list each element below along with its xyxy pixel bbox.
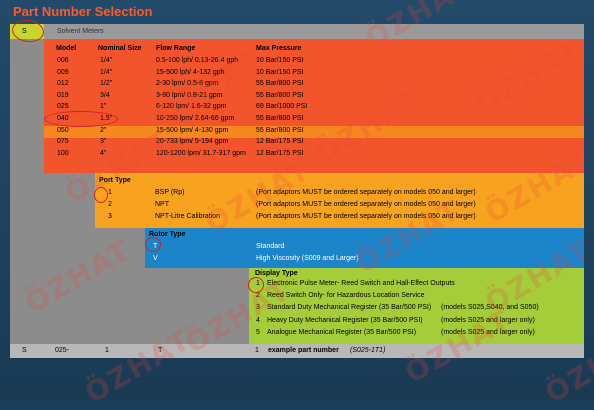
page-title: Part Number Selection xyxy=(13,4,153,19)
rotor-name: High Viscosity (S009 and Larger) xyxy=(256,255,359,262)
model-pressure: 10 Bar/150 PSI xyxy=(256,57,304,64)
model-code: 025 xyxy=(57,103,69,111)
model-pressure: 69 Bar/1000 PSI xyxy=(256,103,308,111)
example-text: example part number xyxy=(268,347,339,354)
size-header: Nominal Size xyxy=(98,45,142,52)
display-code: 3 xyxy=(256,304,260,312)
grey-column-model xyxy=(44,173,95,344)
port-header: Port Type xyxy=(99,177,131,184)
flow-header: Flow Range xyxy=(156,45,196,52)
pressure-header: Max Pressure xyxy=(256,45,302,52)
display-name: Reed Switch Only- for Hazardous Location… xyxy=(267,292,425,300)
model-flow: 15-500 lpm/ 4-130 gpm xyxy=(156,126,229,134)
port-note: (Port adaptors MUST be ordered separatel… xyxy=(256,213,476,220)
port-note: (Port adaptors MUST be ordered separatel… xyxy=(256,201,476,208)
model-size: 2" xyxy=(100,126,107,134)
grey-column-s xyxy=(10,39,44,344)
series-code-cell: S xyxy=(10,24,44,39)
display-code: 4 xyxy=(256,316,260,324)
model-code: 006 xyxy=(57,57,69,64)
model-pressure: 55 Bar/800 PSI xyxy=(256,80,304,88)
model-flow: 15-500 lph/ 4-132 gph xyxy=(156,68,225,76)
model-header: Model xyxy=(56,45,77,52)
model-code: 019 xyxy=(57,91,69,99)
example-port: 1 xyxy=(105,347,109,354)
model-pressure: 12 Bar/175 PSI xyxy=(256,138,304,146)
circle-display-1 xyxy=(248,277,264,293)
series-code: S xyxy=(22,28,27,35)
model-code: 075 xyxy=(57,138,69,146)
display-name: Electronic Pulse Meter- Reed Switch and … xyxy=(267,280,455,287)
model-size: 1/4" xyxy=(100,57,113,64)
model-size: 3" xyxy=(100,138,107,146)
model-size: 1" xyxy=(100,103,107,111)
example-model: 025- xyxy=(55,347,70,354)
model-size: 1/4" xyxy=(100,68,113,76)
display-header: Display Type xyxy=(255,270,298,277)
circle-port-1 xyxy=(94,187,108,203)
model-code: 012 xyxy=(57,80,69,88)
rotor-name: Standard xyxy=(256,243,285,250)
port-name: NPT xyxy=(155,201,169,208)
model-code: 050 xyxy=(57,126,69,134)
display-name: Standard Duty Mechanical Register (35 Ba… xyxy=(267,304,432,312)
model-pressure: 10 Bar/150 PSI xyxy=(256,68,304,76)
port-code: 1 xyxy=(108,189,112,196)
display-code: 5 xyxy=(256,328,260,336)
example-rotor: T xyxy=(158,347,163,354)
model-flow: 6-120 lpm/ 1.6-32 gpm xyxy=(156,103,227,111)
display-code: 2 xyxy=(256,292,260,300)
grey-column-port xyxy=(95,228,145,344)
port-code: 3 xyxy=(108,213,112,220)
display-note: (models S025 and larger only) xyxy=(441,328,535,336)
rotor-header: Rotor Type xyxy=(149,231,186,238)
model-size: 1/2" xyxy=(100,80,113,88)
highlight-row-025 xyxy=(44,126,584,138)
solvent-meters-row: S Solvent Meters xyxy=(10,24,584,39)
model-pressure: 55 Bar/800 PSI xyxy=(256,115,304,122)
example-display: 1 xyxy=(255,347,259,354)
model-block: Model Nominal Size Flow Range Max Pressu… xyxy=(44,39,584,173)
display-block: Display Type 1 Electronic Pulse Meter- Re… xyxy=(249,268,584,344)
port-block: Port Type 1 BSP (Rp) (Port adaptors MUST b… xyxy=(95,173,584,228)
grey-column-rotor xyxy=(145,268,249,344)
model-pressure: 55 Bar/800 PSI xyxy=(256,126,304,134)
model-flow: 3-80 lpm/ 0.8-21 gpm xyxy=(156,91,223,99)
model-size: 4" xyxy=(100,149,107,157)
display-name: Analogue Mechanical Register (35 Bar/500… xyxy=(267,328,417,336)
example-row: S 025- 1 T 1 example part number (S025-1… xyxy=(10,344,584,358)
model-code: 009 xyxy=(57,68,69,76)
model-flow: 20-733 lpm/ 5-194 gpm xyxy=(156,138,229,146)
model-pressure: 12 Bar/175 PSI xyxy=(256,149,304,157)
port-name: NPT-Litre Calibration xyxy=(155,213,220,220)
display-note: (models S025,S040, and S050) xyxy=(441,304,539,312)
rotor-code: V xyxy=(153,255,158,262)
display-name: Heavy Duty Mechanical Register (35 Bar/5… xyxy=(267,316,423,324)
rotor-block: Rotor Type T Standard V High Viscosity (S00… xyxy=(145,228,584,268)
series-label: Solvent Meters xyxy=(57,28,104,35)
model-pressure: 55 Bar/800 PSI xyxy=(256,91,304,99)
port-note: (Port adaptors MUST be ordered separatel… xyxy=(256,189,476,196)
model-flow: 10-250 lpm/ 2.64-66 gpm xyxy=(156,115,235,122)
model-code: 100 xyxy=(57,149,69,157)
model-flow: 0.5-100 lph/ 0.13-26.4 gph xyxy=(156,57,239,64)
example-s: S xyxy=(22,347,27,354)
circle-rotor-t xyxy=(145,237,161,252)
model-flow: 120-1200 lpm/ 31.7-317 gpm xyxy=(156,149,246,157)
example-part: (S025-1T1) xyxy=(350,347,386,354)
display-note: (models S025 and larger only) xyxy=(441,316,535,324)
model-size: 3/4 xyxy=(100,91,110,99)
circle-model-025 xyxy=(44,111,118,127)
port-code: 2 xyxy=(108,201,112,208)
model-flow: 2-30 lpm/ 0.5-8 gpm xyxy=(156,80,219,88)
port-name: BSP (Rp) xyxy=(155,189,185,196)
